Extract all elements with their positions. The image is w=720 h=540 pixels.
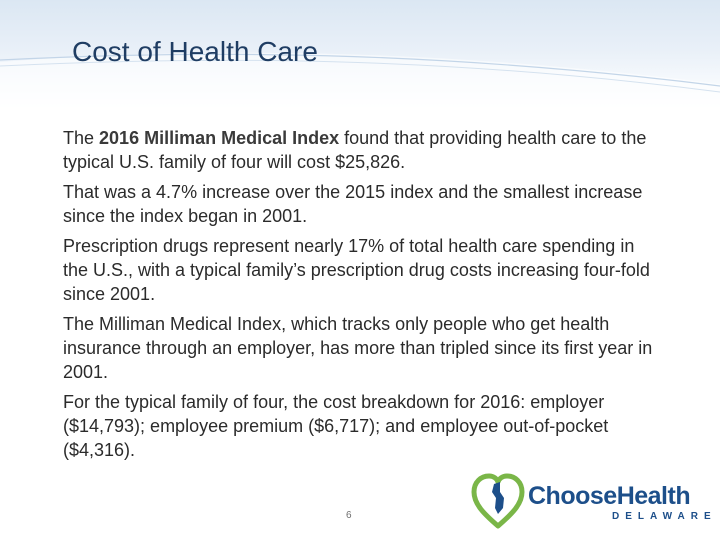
logo-word-choose: Choose bbox=[528, 482, 617, 510]
paragraph-milliman-index: The 2016 Milliman Medical Index found th… bbox=[63, 126, 663, 174]
paragraph-text: The bbox=[63, 128, 100, 148]
paragraph-text: found that providing health care to the … bbox=[63, 128, 647, 172]
slide-title: Cost of Health Care bbox=[72, 36, 318, 67]
page-number: 6 bbox=[346, 510, 352, 521]
header-swoosh bbox=[0, 52, 720, 112]
logo-word-health: Health bbox=[616, 482, 691, 510]
logo-subtitle: DELAWARE bbox=[612, 511, 717, 522]
logo-wordmark: ChooseHealth bbox=[528, 482, 691, 511]
paragraph-text: That was a 4.7% increase over the 2015 i… bbox=[63, 182, 643, 226]
paragraph-index-tripled: The Milliman Medical Index, which tracks… bbox=[63, 312, 663, 384]
paragraph-text: Prescription drugs represent nearly 17% … bbox=[63, 236, 650, 304]
header-band bbox=[0, 0, 720, 112]
delaware-heart-icon bbox=[471, 473, 525, 529]
paragraph-prescription-drugs: Prescription drugs represent nearly 17% … bbox=[63, 234, 663, 306]
paragraph-text: For the typical family of four, the cost… bbox=[63, 392, 609, 460]
paragraph-text: The Milliman Medical Index, which tracks… bbox=[63, 314, 653, 382]
paragraph-increase: That was a 4.7% increase over the 2015 i… bbox=[63, 180, 663, 228]
body-text: The 2016 Milliman Medical Index found th… bbox=[63, 126, 663, 468]
choosehealth-logo: ChooseHealth DELAWARE bbox=[470, 470, 711, 530]
paragraph-cost-breakdown: For the typical family of four, the cost… bbox=[63, 390, 663, 462]
paragraph-bold-text: 2016 Milliman Medical Index bbox=[99, 128, 340, 148]
